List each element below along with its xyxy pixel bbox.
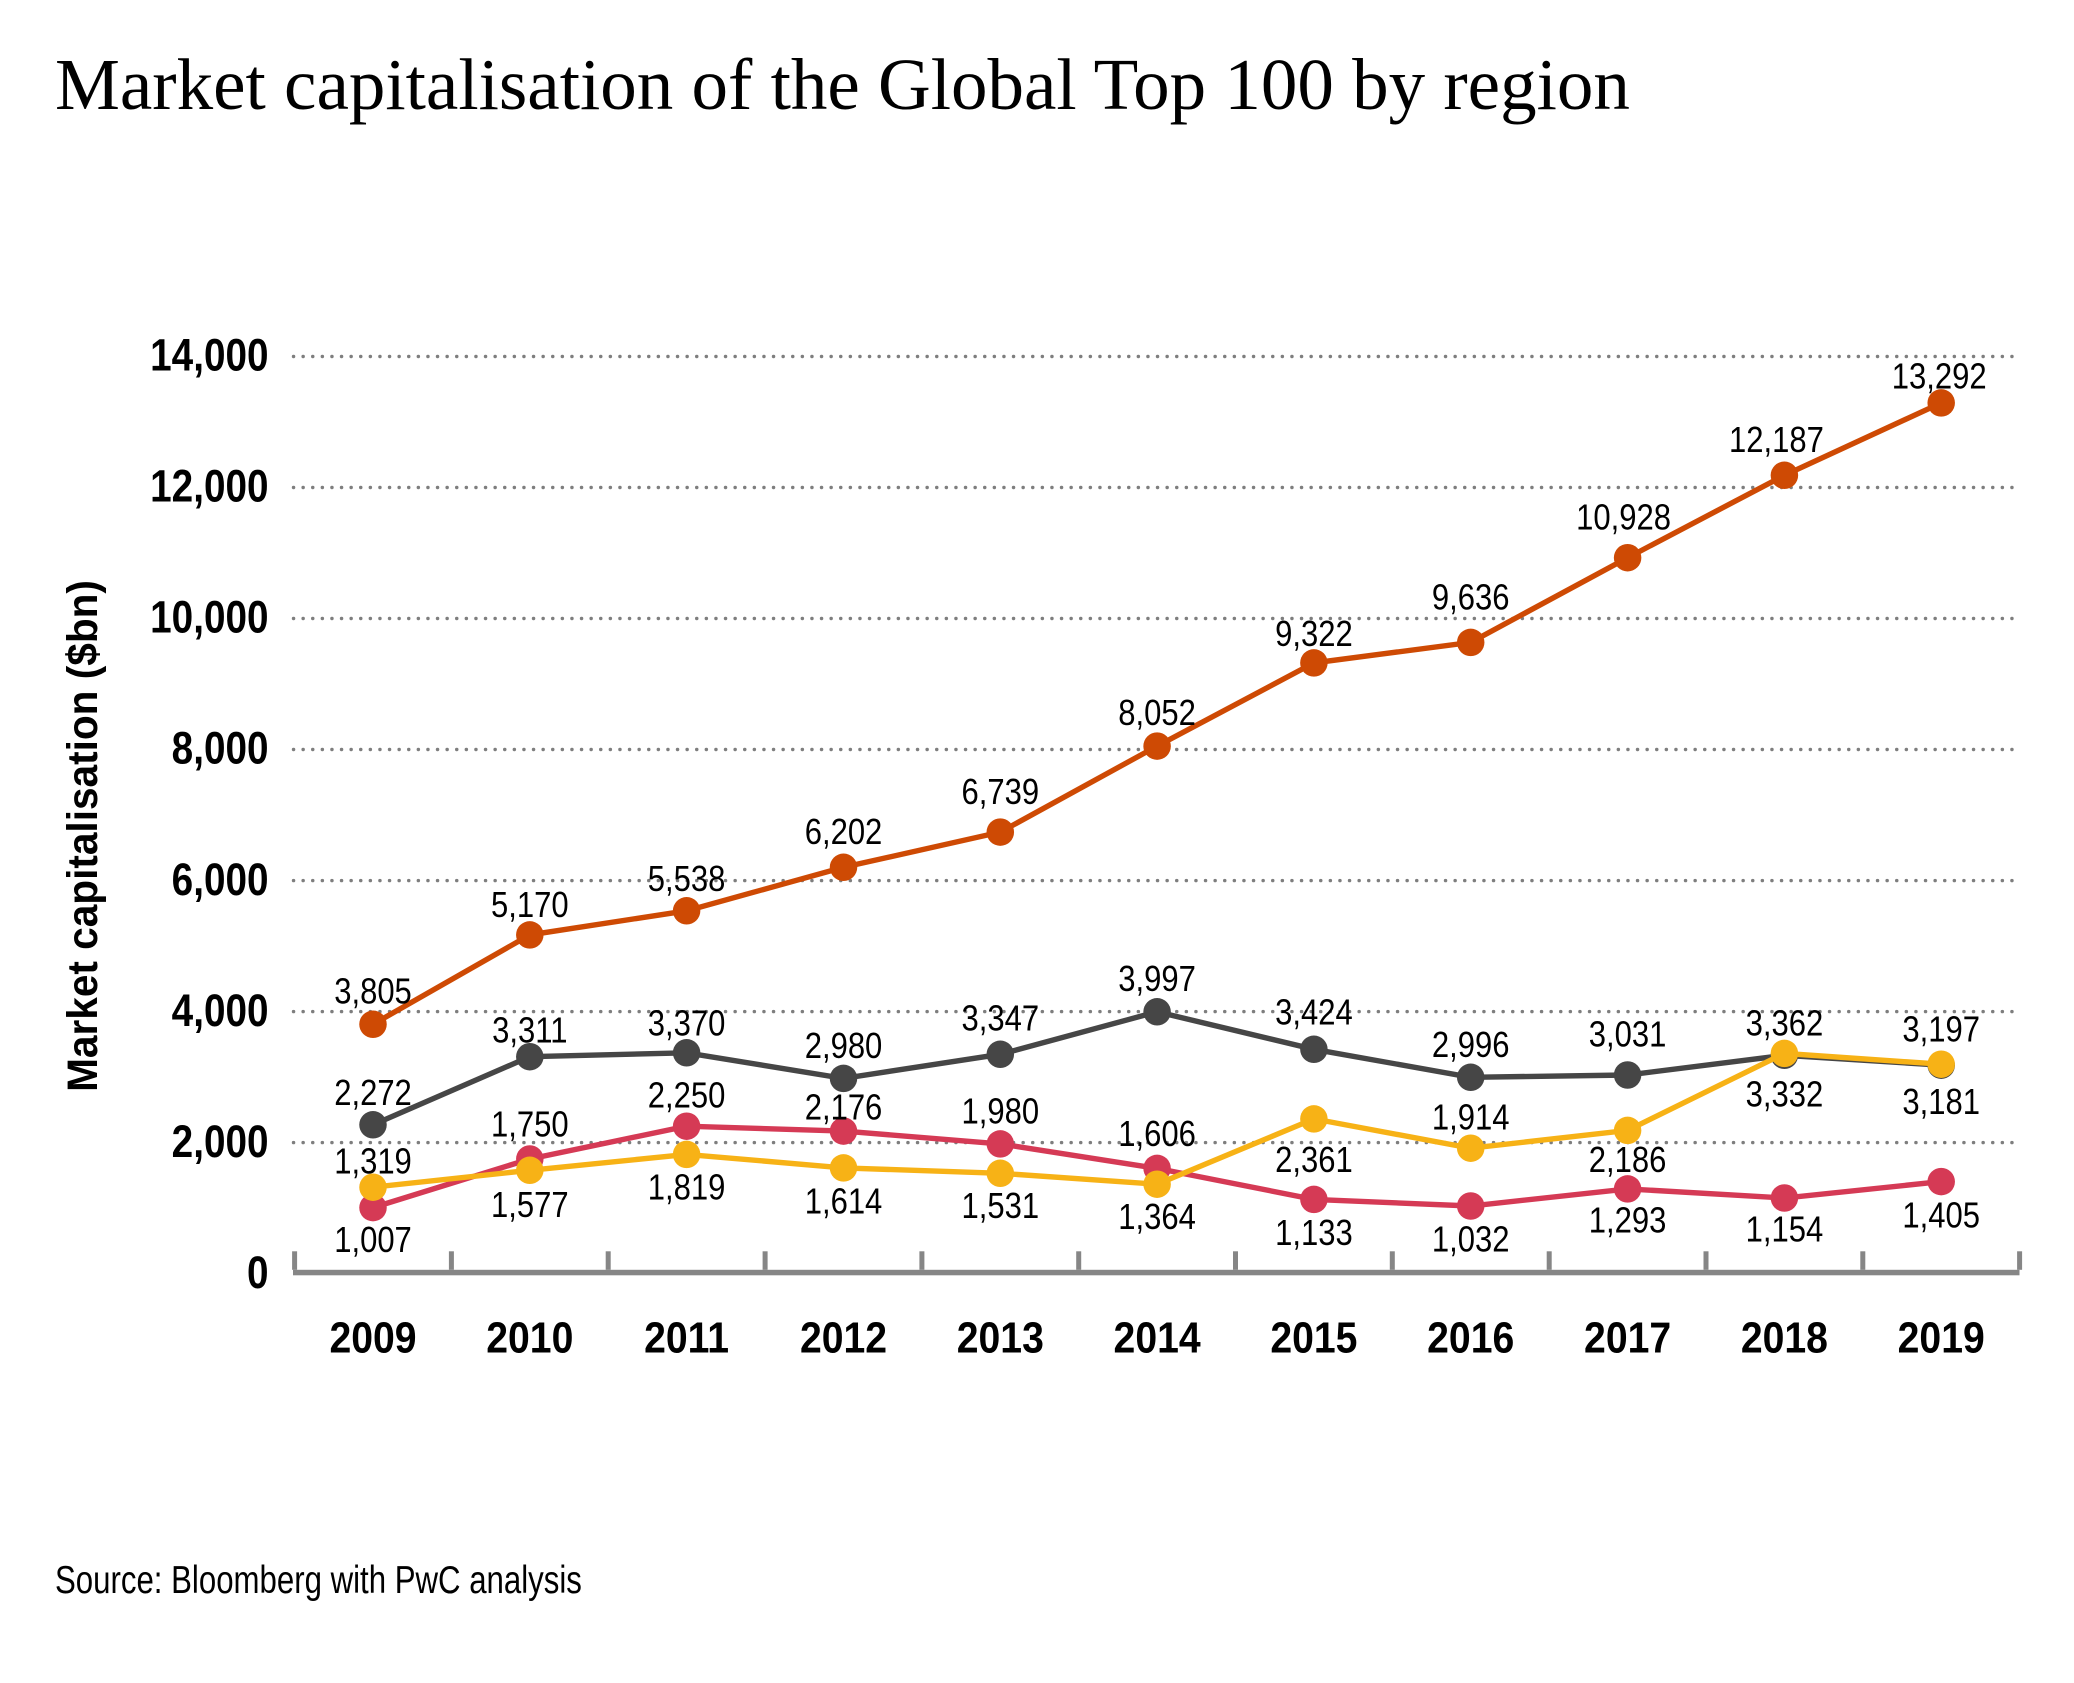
svg-text:3,347: 3,347 [961,998,1039,1039]
svg-text:2011: 2011 [644,1312,729,1362]
svg-text:2,361: 2,361 [1275,1140,1353,1181]
svg-text:1,750: 1,750 [491,1104,569,1145]
svg-text:2012: 2012 [800,1312,887,1362]
svg-text:2019: 2019 [1898,1312,1985,1362]
svg-text:14,000: 14,000 [150,330,268,380]
svg-text:5,538: 5,538 [648,858,726,899]
svg-text:0: 0 [247,1247,269,1297]
svg-text:8,000: 8,000 [172,723,269,773]
svg-text:12,000: 12,000 [150,461,268,511]
svg-text:1,819: 1,819 [648,1167,726,1208]
svg-text:2,000: 2,000 [172,1116,269,1166]
svg-text:1,614: 1,614 [805,1181,883,1222]
svg-text:Source: Bloomberg with PwC ana: Source: Bloomberg with PwC analysis [55,1559,582,1602]
svg-text:1,007: 1,007 [334,1220,412,1261]
svg-text:3,031: 3,031 [1589,1014,1667,1055]
svg-text:3,181: 3,181 [1902,1082,1980,1123]
svg-text:2013: 2013 [957,1312,1044,1362]
svg-text:1,606: 1,606 [1118,1114,1196,1155]
svg-text:3,311: 3,311 [492,1010,567,1051]
svg-text:6,739: 6,739 [961,772,1039,813]
svg-text:2,250: 2,250 [648,1075,726,1116]
svg-text:1,405: 1,405 [1902,1195,1980,1236]
svg-text:3,197: 3,197 [1902,1009,1980,1050]
svg-text:2015: 2015 [1270,1312,1357,1362]
svg-text:6,000: 6,000 [172,854,269,904]
svg-text:5,170: 5,170 [491,885,569,926]
svg-text:3,332: 3,332 [1746,1074,1824,1115]
svg-text:Market capitalisation of the G: Market capitalisation of the Global Top … [55,44,1630,125]
svg-text:1,154: 1,154 [1746,1209,1824,1250]
svg-text:3,370: 3,370 [648,1003,726,1044]
svg-text:2018: 2018 [1741,1312,1828,1362]
svg-text:2009: 2009 [329,1312,416,1362]
svg-text:8,052: 8,052 [1118,693,1196,734]
svg-text:1,577: 1,577 [491,1184,569,1225]
svg-text:2014: 2014 [1114,1312,1201,1362]
svg-text:1,364: 1,364 [1118,1197,1196,1238]
svg-text:2,272: 2,272 [334,1072,412,1113]
svg-text:3,424: 3,424 [1275,992,1353,1033]
svg-text:3,805: 3,805 [334,971,412,1012]
svg-text:2010: 2010 [486,1312,573,1362]
svg-text:1,319: 1,319 [334,1141,412,1182]
svg-text:2017: 2017 [1584,1312,1671,1362]
svg-text:6,202: 6,202 [805,811,883,852]
svg-text:12,187: 12,187 [1729,419,1824,460]
svg-text:10,928: 10,928 [1576,497,1671,538]
svg-text:2,176: 2,176 [805,1087,883,1128]
svg-text:2,996: 2,996 [1432,1024,1510,1065]
svg-text:1,293: 1,293 [1589,1200,1667,1241]
svg-text:3,997: 3,997 [1118,958,1196,999]
svg-text:Market capitalisation ($bn): Market capitalisation ($bn) [58,580,106,1092]
svg-text:1,980: 1,980 [961,1091,1039,1132]
svg-text:1,531: 1,531 [961,1186,1039,1227]
svg-text:2,186: 2,186 [1589,1140,1667,1181]
svg-text:9,322: 9,322 [1275,614,1353,655]
svg-text:1,032: 1,032 [1432,1219,1510,1260]
svg-text:3,362: 3,362 [1746,1003,1824,1044]
svg-text:13,292: 13,292 [1892,356,1987,397]
svg-text:1,133: 1,133 [1275,1213,1353,1254]
svg-text:1,914: 1,914 [1432,1097,1510,1138]
svg-text:10,000: 10,000 [150,592,268,642]
svg-text:2016: 2016 [1427,1312,1514,1362]
svg-text:4,000: 4,000 [172,985,269,1035]
svg-text:9,636: 9,636 [1432,577,1510,618]
svg-text:2,980: 2,980 [805,1026,883,1067]
